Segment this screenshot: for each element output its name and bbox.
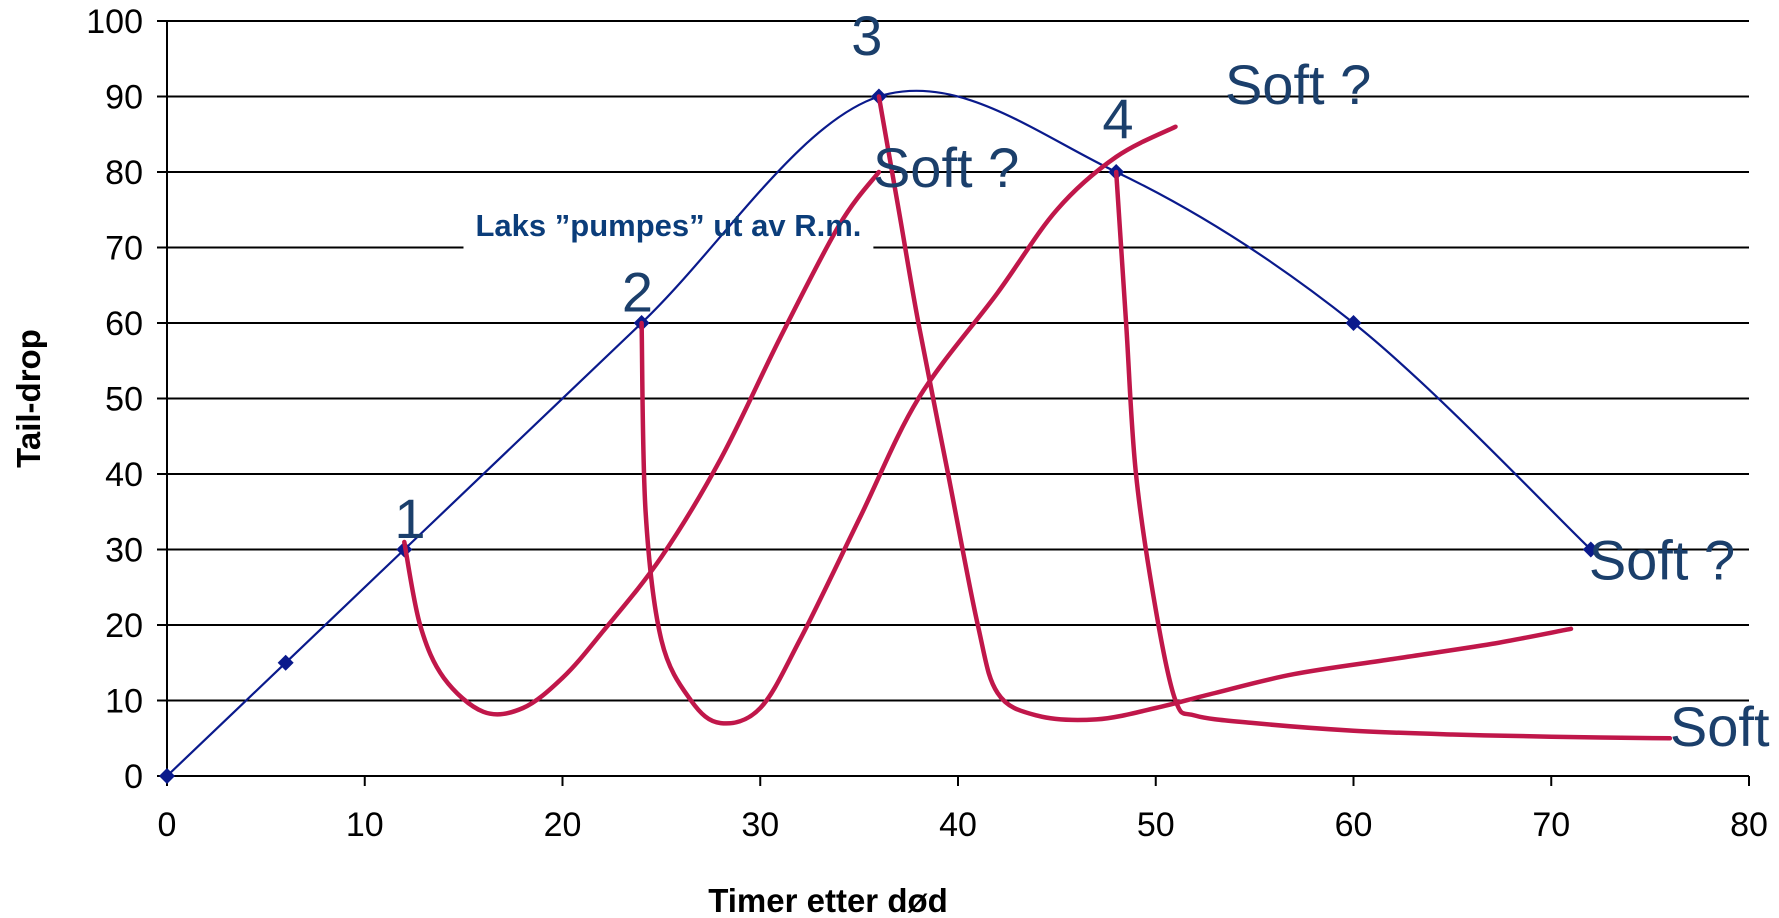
y-tick-label: 100 <box>86 3 143 41</box>
tail-drop-curve <box>402 169 882 717</box>
x-tick-label: 30 <box>741 806 779 844</box>
annotation-label: Soft ? <box>1225 53 1371 116</box>
x-tick-label: 40 <box>939 806 977 844</box>
tail-drop-curve <box>1113 169 1673 741</box>
axes <box>157 20 1750 786</box>
y-tick-label: 40 <box>105 456 143 494</box>
annotation-label: Soft ? <box>1670 695 1779 758</box>
tail-drop-curve <box>876 94 1574 723</box>
annotation-label: 4 <box>1102 87 1133 150</box>
note-text: Laks ”pumpes” ut av R.m. <box>475 208 861 243</box>
x-tick-label: 10 <box>346 806 384 844</box>
annotation-label: Soft ? <box>873 136 1019 199</box>
x-tick-label: 0 <box>158 806 177 844</box>
annotation-label: 3 <box>851 4 882 67</box>
y-tick-label: 80 <box>105 154 143 192</box>
y-tick-label: 10 <box>105 683 143 721</box>
x-tick-label: 60 <box>1335 806 1373 844</box>
hand-drawn-curves <box>402 94 1673 741</box>
annotation-label: 2 <box>622 261 653 324</box>
annotations: 1 2 3 4 Soft ? Soft ? Soft ? Soft ? Laks ”pumpes… <box>394 4 1779 758</box>
x-axis-title: Timer etter død <box>708 882 948 918</box>
x-tick-label: 50 <box>1137 806 1175 844</box>
y-tick-label: 20 <box>105 607 143 645</box>
y-tick-label: 0 <box>124 758 143 796</box>
data-point-marker <box>1345 315 1362 331</box>
y-tick-label: 30 <box>105 532 143 570</box>
y-tick-label: 90 <box>105 79 143 117</box>
y-tick-label: 50 <box>105 381 143 419</box>
y-tick-label: 60 <box>105 305 143 343</box>
data-point-marker <box>277 654 294 671</box>
annotation-label: 1 <box>394 487 425 550</box>
x-tick-label: 20 <box>544 806 582 844</box>
note-background <box>463 198 874 254</box>
x-tick-labels: 0 10 20 30 40 50 60 70 80 <box>158 806 1768 844</box>
x-tick-label: 80 <box>1730 806 1768 844</box>
data-point-marker <box>159 768 175 784</box>
y-tick-label: 70 <box>105 230 143 268</box>
x-tick-label: 70 <box>1532 806 1570 844</box>
y-tick-labels: 0 10 20 30 40 50 60 70 80 90 100 <box>86 3 143 796</box>
data-point-marker <box>1582 541 1599 558</box>
tail-drop-curve <box>639 124 1178 726</box>
y-axis-title: Tail-drop <box>10 329 47 468</box>
annotation-label: Soft ? <box>1589 529 1735 592</box>
gridlines <box>167 20 1749 702</box>
